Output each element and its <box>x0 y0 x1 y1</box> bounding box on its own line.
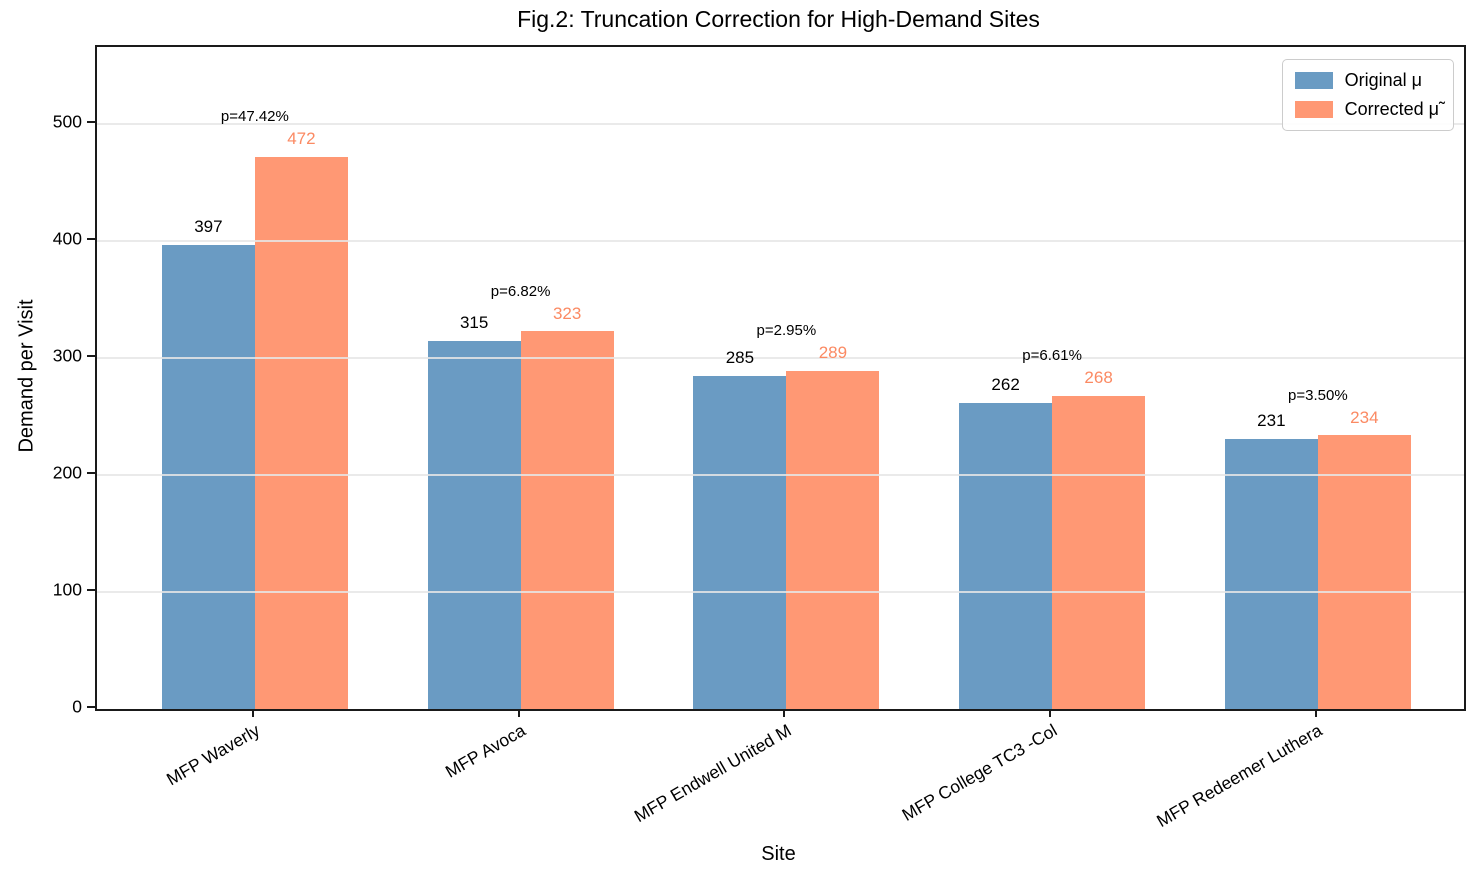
legend-item-original: Original μ <box>1294 70 1439 91</box>
x-tick-label: MFP Avoca <box>441 720 529 782</box>
chart-title: Fig.2: Truncation Correction for High-De… <box>517 6 1040 32</box>
legend-label-original: Original μ <box>1344 70 1422 90</box>
y-tick-label: 200 <box>52 462 82 483</box>
x-tick-label: MFP Redeemer Luthera <box>1153 720 1326 832</box>
legend-label-corrected: Corrected μ̃ <box>1344 99 1439 119</box>
bar-corrected <box>786 370 880 709</box>
bar-corrected <box>254 156 348 709</box>
y-tick-label: 400 <box>52 228 82 249</box>
p-value-label: p=2.95% <box>756 322 817 340</box>
legend-item-corrected: Corrected μ̃ <box>1294 99 1439 120</box>
value-labels-layer: 397 472 p=47.42% 315 323 p=6.82% 285 289 p=2.95%… <box>97 47 1464 709</box>
value-label-corrected: 234 <box>1350 407 1379 427</box>
bar-corrected <box>1317 435 1411 709</box>
x-tick-mark <box>251 709 254 717</box>
value-label-original: 397 <box>194 216 223 236</box>
x-tick-label: MFP Waverly <box>162 720 263 790</box>
x-tick-mark <box>783 709 786 717</box>
y-axis-label: Demand per Visit <box>15 299 38 453</box>
y-tick-mark <box>87 706 95 708</box>
y-tick-label: 300 <box>52 345 82 366</box>
value-label-corrected: 323 <box>552 303 582 323</box>
value-label-original: 231 <box>1257 411 1286 431</box>
p-value-label: p=6.61% <box>1022 347 1082 365</box>
value-label-original: 262 <box>991 374 1020 394</box>
value-label-original: 285 <box>725 347 755 367</box>
legend-swatch-original <box>1294 72 1333 89</box>
x-tick-label: MFP College TC3 -Col <box>898 720 1061 826</box>
y-tick-label: 100 <box>52 579 82 600</box>
y-tick-label: 0 <box>72 696 82 717</box>
value-label-corrected: 268 <box>1084 367 1113 387</box>
p-value-label: p=6.82% <box>490 282 551 300</box>
bar-original <box>959 402 1053 709</box>
bar-corrected <box>1052 395 1146 709</box>
bar-original <box>161 244 255 709</box>
x-tick-mark <box>517 709 520 717</box>
bar-original <box>1224 438 1318 709</box>
value-label-corrected: 472 <box>287 129 316 149</box>
y-tick-mark <box>87 238 95 241</box>
p-value-label: p=47.42% <box>220 108 289 126</box>
x-tick-mark <box>1049 709 1052 717</box>
legend: Original μ Corrected μ̃ <box>1281 59 1454 131</box>
bar-corrected <box>520 331 614 709</box>
plot-area: 397 472 p=47.42% 315 323 p=6.82% 285 289 p=2.95%… <box>95 45 1466 711</box>
x-tick-label: MFP Endwell United M <box>630 720 795 827</box>
bar-original <box>427 340 521 709</box>
value-label-corrected: 289 <box>818 343 848 363</box>
y-tick-mark <box>87 355 95 358</box>
bars-layer <box>97 47 1464 709</box>
y-tick-mark <box>87 121 95 124</box>
legend-swatch-corrected <box>1294 101 1333 118</box>
value-label-original: 315 <box>459 312 489 332</box>
y-tick-mark <box>87 589 95 592</box>
y-tick-label: 500 <box>52 111 82 132</box>
x-axis-label: Site <box>761 843 796 865</box>
x-tick-mark <box>1314 709 1317 717</box>
p-value-label: p=3.50% <box>1288 386 1348 404</box>
bar-original <box>693 375 787 709</box>
y-tick-mark <box>87 472 95 475</box>
